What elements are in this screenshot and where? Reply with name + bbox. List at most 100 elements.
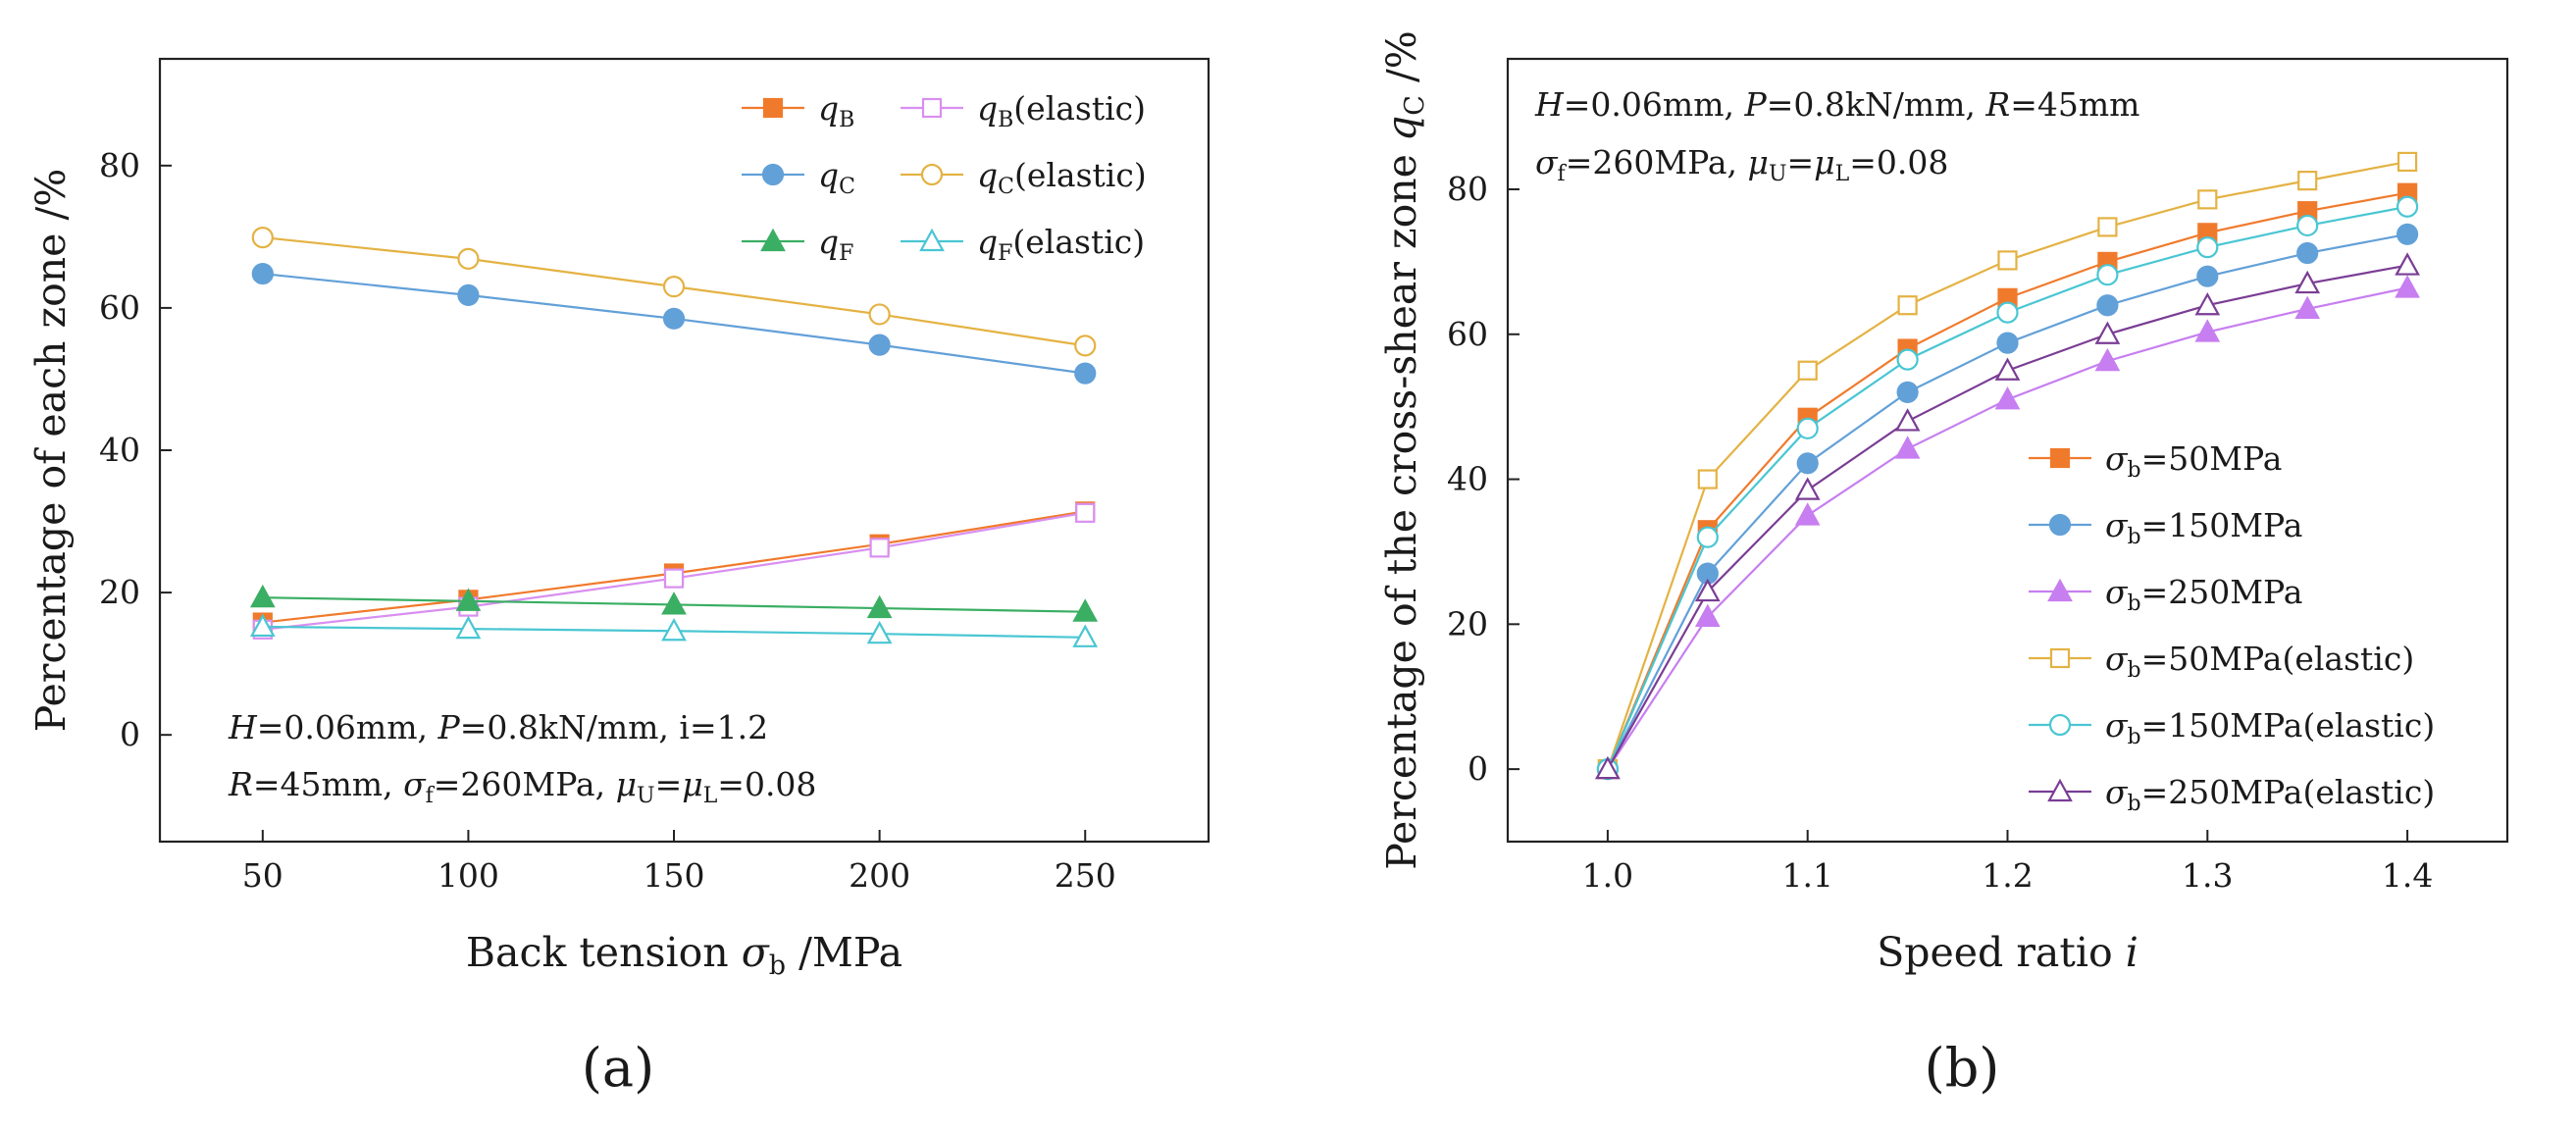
x-tick-label: 1.2 bbox=[1982, 856, 2033, 895]
y-tick-label: 80 bbox=[1447, 170, 1488, 208]
annotation-part: =0.8kN/mm, bbox=[1767, 85, 1986, 124]
legend-suffix: =150MPa bbox=[2141, 506, 2303, 544]
data-point-sigmab-150mpa bbox=[1996, 332, 2019, 354]
x-axis-title-symbol: i bbox=[2126, 929, 2138, 976]
data-point-sigmab-250mpa-elastic bbox=[2395, 252, 2420, 276]
legend-item-qb: qB bbox=[742, 89, 854, 132]
y-tick-label: 20 bbox=[1447, 604, 1488, 643]
data-point-sigmab-250mpa-elastic bbox=[1794, 477, 1821, 500]
data-point-sigmab-250mpa bbox=[2294, 295, 2321, 320]
data-point-qc-elastic bbox=[1074, 334, 1097, 357]
data-point-sigmab-50mpa-elastic bbox=[2297, 171, 2318, 191]
legend-subscript: b bbox=[2128, 458, 2141, 483]
legend-marker bbox=[762, 97, 784, 119]
series-sigmab-250mpa bbox=[1595, 275, 2420, 780]
data-point-sigmab-150mpa-elastic bbox=[1796, 417, 1819, 439]
legend-item-qf: qF bbox=[742, 223, 853, 266]
legend-subscript: F bbox=[998, 241, 1012, 266]
legend-marker bbox=[760, 228, 786, 252]
legend-item-sigmab-250mpa: σb=250MPa bbox=[2029, 573, 2302, 616]
legend-label: qC bbox=[818, 156, 855, 199]
x-axis-title-suffix: /MPa bbox=[786, 929, 902, 976]
data-point-qb-elastic bbox=[663, 568, 685, 589]
annotation-part: =0.08 bbox=[717, 765, 816, 803]
y-tick-label: 0 bbox=[1468, 749, 1488, 788]
data-point-sigmab-150mpa-elastic bbox=[2096, 264, 2119, 286]
legend-symbol: q bbox=[818, 223, 839, 261]
legend-marker bbox=[921, 97, 943, 119]
legend-marker bbox=[2049, 647, 2071, 669]
series-sigmab-50mpa bbox=[1597, 182, 2418, 780]
data-point-sigmab-250mpa-elastic bbox=[1595, 755, 1621, 780]
annotation-part: = bbox=[655, 765, 683, 803]
legend-suffix: (elastic) bbox=[1014, 156, 1147, 194]
y-tick-label: 80 bbox=[99, 146, 140, 184]
annotation-part: f bbox=[426, 784, 436, 808]
data-point-qf-elastic bbox=[661, 617, 687, 642]
annotation-line: H=0.06mm, P=0.8kN/mm, i=1.2 bbox=[228, 708, 768, 746]
annotation-part: =0.08 bbox=[1849, 143, 1948, 181]
x-axis-title: Back tension σb /MPa bbox=[466, 929, 902, 981]
legend-marker bbox=[2047, 778, 2073, 802]
legend-label: σb=50MPa(elastic) bbox=[2105, 640, 2414, 683]
legend-subscript: b bbox=[2128, 792, 2141, 816]
legend-symbol: σ bbox=[2105, 506, 2129, 544]
y-axis-title-subscript: C bbox=[1400, 95, 1430, 116]
x-axis-title: Speed ratio i bbox=[1877, 929, 2138, 976]
legend-suffix: =250MPa bbox=[2141, 573, 2303, 611]
y-axis-title: Percentage of the cross-shear zone qC /% bbox=[1378, 30, 1430, 869]
data-point-qc bbox=[457, 283, 480, 306]
annotation-part: =0.8kN/mm, i=1.2 bbox=[460, 708, 768, 746]
y-axis-title-space bbox=[1378, 141, 1425, 154]
annotation-part: =0.06mm, bbox=[1564, 85, 1745, 124]
legend-subscript: C bbox=[998, 175, 1014, 199]
data-point-qc-elastic bbox=[662, 276, 686, 298]
data-point-sigmab-50mpa-elastic bbox=[2397, 151, 2418, 173]
legend-label: σb=50MPa bbox=[2105, 439, 2282, 483]
data-point-sigmab-150mpa-elastic bbox=[2196, 236, 2219, 259]
data-point-sigmab-150mpa bbox=[2296, 241, 2319, 265]
y-tick-label: 60 bbox=[1447, 315, 1488, 353]
y-axis-title-suffix: /% bbox=[1378, 30, 1425, 95]
x-tick-label: 1.1 bbox=[1781, 856, 1832, 895]
annotation-part: σ bbox=[403, 765, 427, 803]
series-qc-elastic bbox=[251, 226, 1097, 357]
legend-item-sigmab-50mpa: σb=50MPa bbox=[2029, 439, 2282, 483]
data-point-qf-elastic bbox=[249, 613, 276, 638]
data-point-qb-elastic bbox=[869, 538, 890, 558]
data-point-sigmab-250mpa-elastic bbox=[1694, 578, 1721, 602]
annotation-part: =45mm, bbox=[253, 765, 403, 803]
legend-subscript: b bbox=[2128, 725, 2141, 749]
y-tick-label: 40 bbox=[99, 431, 140, 469]
data-point-qc bbox=[662, 307, 686, 330]
series-qf-elastic bbox=[249, 613, 1099, 647]
legend-item-qb-elastic: qB(elastic) bbox=[901, 89, 1146, 132]
legend-label: σb=150MPa bbox=[2105, 506, 2302, 549]
y-axis-title-text: Percentage of each zone /% bbox=[27, 169, 75, 732]
data-point-sigmab-50mpa-elastic bbox=[1897, 295, 1918, 316]
annotation-part: σ bbox=[1535, 143, 1559, 181]
data-point-qf bbox=[661, 591, 687, 615]
data-point-sigmab-150mpa-elastic bbox=[2396, 195, 2419, 218]
legend-label: σb=150MPa(elastic) bbox=[2105, 706, 2435, 749]
legend-item-qf-elastic: qF(elastic) bbox=[901, 223, 1145, 266]
x-tick-label: 100 bbox=[438, 856, 499, 895]
data-point-sigmab-250mpa-elastic bbox=[1894, 408, 1921, 432]
data-point-qf-elastic bbox=[866, 620, 893, 644]
data-point-sigmab-250mpa bbox=[2094, 347, 2121, 372]
data-point-sigmab-250mpa bbox=[1894, 436, 1921, 459]
data-point-sigmab-150mpa-elastic bbox=[1996, 301, 2019, 324]
legend-subscript: B bbox=[998, 108, 1013, 132]
data-point-qc-elastic bbox=[868, 303, 891, 326]
legend-symbol: σ bbox=[2105, 439, 2129, 478]
legend-subscript: b bbox=[2128, 658, 2141, 683]
legend-item-sigmab-150mpa-elastic: σb=150MPa(elastic) bbox=[2029, 706, 2435, 749]
data-point-sigmab-150mpa bbox=[2396, 223, 2419, 245]
data-point-sigmab-150mpa-elastic bbox=[1896, 348, 1919, 371]
legend-marker bbox=[2048, 513, 2072, 537]
data-point-qf bbox=[455, 588, 482, 611]
legend-symbol: σ bbox=[2105, 640, 2129, 678]
data-point-sigmab-50mpa-elastic bbox=[1797, 360, 1818, 381]
annotation-part: μ bbox=[1748, 143, 1769, 181]
legend-symbol: q bbox=[818, 156, 839, 194]
